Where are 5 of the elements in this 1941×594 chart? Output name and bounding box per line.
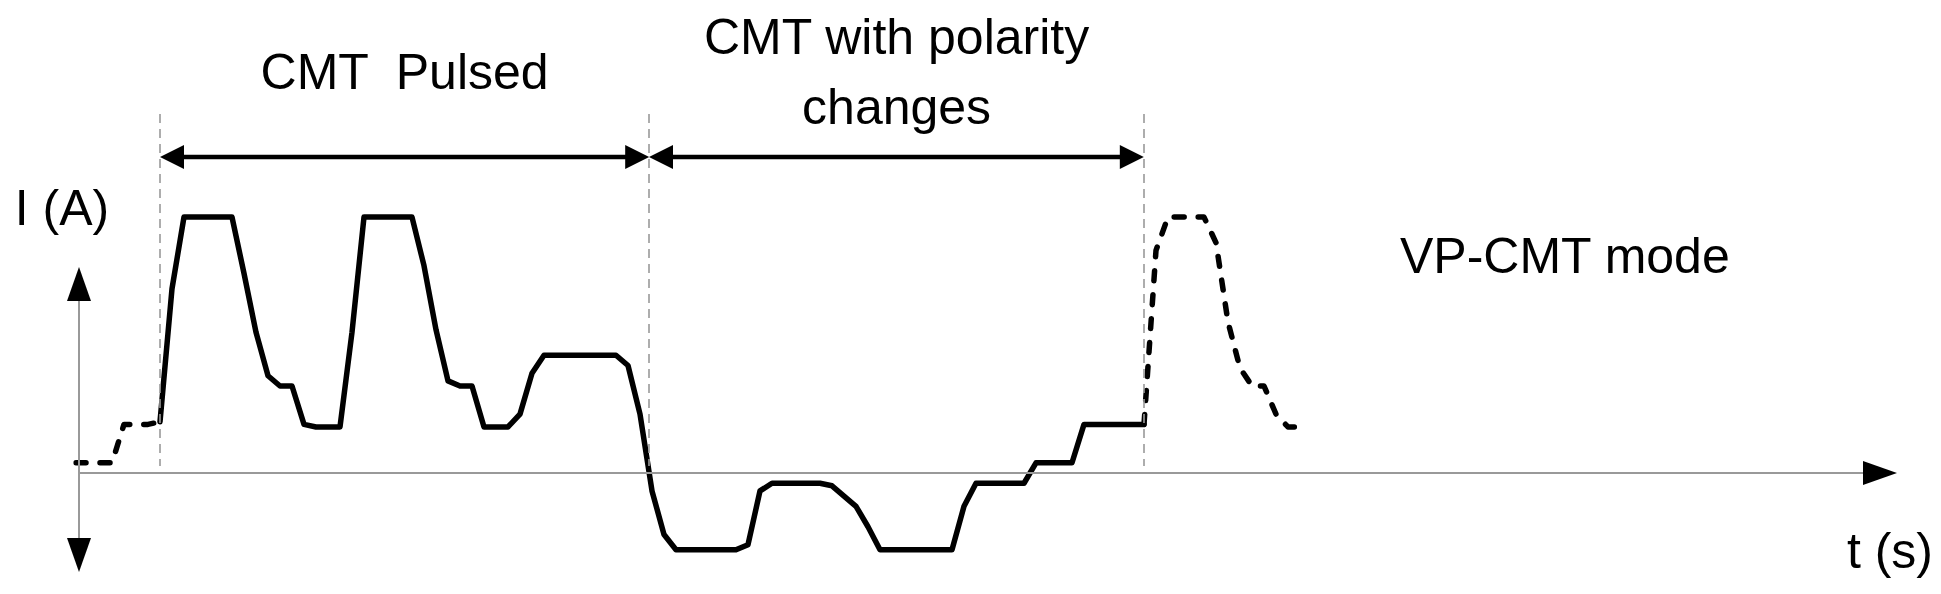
text: CMT with polarity changes <box>703 9 1090 135</box>
x-axis-title: t (s) <box>1846 523 1933 580</box>
annotation: VP-CMT mode <box>1400 228 1730 285</box>
y-axis-title: I (A) <box>14 180 110 237</box>
text: CMT Pulsed <box>260 44 549 100</box>
